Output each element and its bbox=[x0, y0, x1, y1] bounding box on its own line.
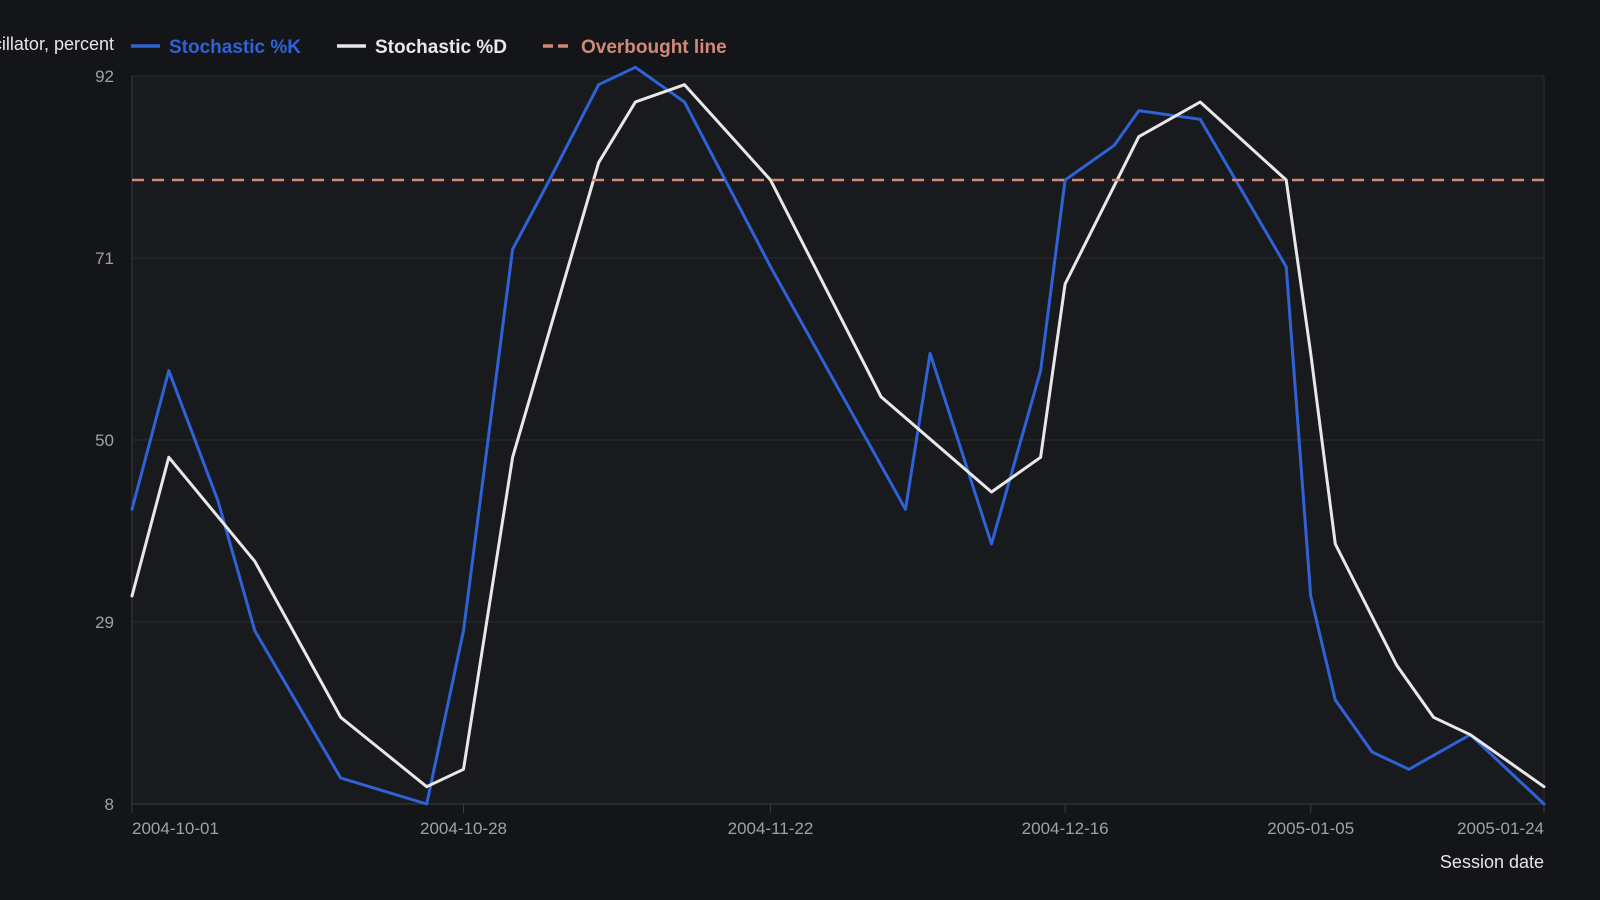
axes: 8 29 50 71 92 2004-10-01 2004-10-28 2004-11-22 2… bbox=[95, 67, 1545, 838]
x-tick-label: 2005-01-05 bbox=[1267, 819, 1354, 838]
x-tick-label: 2005-01-24 bbox=[1457, 819, 1544, 838]
x-axis-title: Session date bbox=[1440, 852, 1544, 872]
y-tick-label: 50 bbox=[95, 431, 114, 450]
series-line-stochastic-k bbox=[130, 65, 1546, 806]
legend-label-stochastic-d: Stochastic %D bbox=[375, 37, 507, 58]
x-tick-label: 2004-11-22 bbox=[728, 819, 814, 838]
legend-label-overbought-line: Overbought line bbox=[581, 37, 727, 58]
y-tick-label: 71 bbox=[95, 249, 114, 268]
y-tick-label: 92 bbox=[95, 67, 114, 86]
x-tick-label: 2004-10-28 bbox=[420, 819, 507, 838]
series-lines bbox=[130, 65, 1546, 806]
y-axis-title: Stochastic oscillator, percent bbox=[0, 34, 114, 54]
series-line-stochastic-d bbox=[130, 83, 1546, 789]
y-tick-label: 29 bbox=[95, 613, 114, 632]
x-tick-label: 2004-10-01 bbox=[132, 819, 219, 838]
y-tick-label: 8 bbox=[105, 795, 114, 814]
legend-label-stochastic-k: Stochastic %K bbox=[169, 37, 301, 58]
legend: Stochastic %K Stochastic %D Overbought lin… bbox=[131, 37, 727, 58]
x-tick-label: 2004-12-16 bbox=[1022, 819, 1109, 838]
